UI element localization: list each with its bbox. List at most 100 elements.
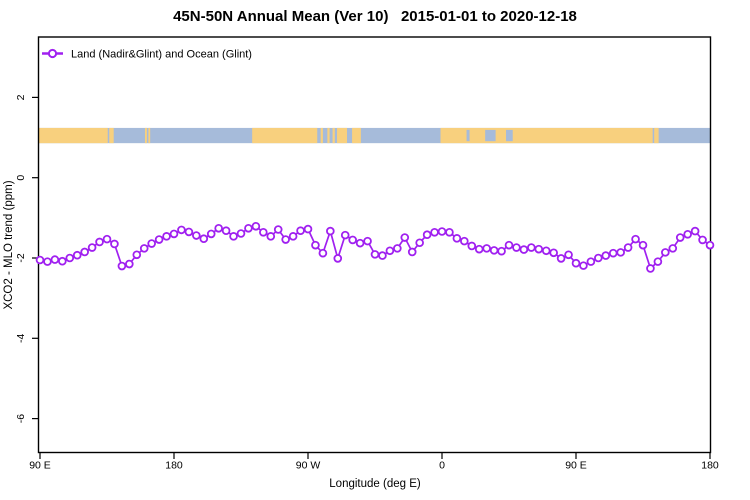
land-segment	[252, 127, 318, 144]
data-point-marker	[616, 248, 625, 257]
data-point-marker	[474, 244, 484, 254]
legend-open-circle-marker	[47, 48, 58, 59]
land-segment	[109, 127, 114, 144]
data-point-marker	[497, 246, 506, 256]
land-segment	[440, 127, 653, 144]
data-point-marker	[177, 225, 186, 235]
x-tick-label: 180	[165, 460, 183, 472]
legend-label: Land (Nadir&Glint) and Ocean (Glint)	[71, 49, 252, 61]
data-point-marker	[400, 233, 410, 242]
land-segment	[148, 127, 151, 144]
data-point-marker	[296, 226, 305, 235]
data-point-marker	[519, 245, 529, 254]
data-point-marker	[50, 255, 60, 264]
data-point-marker	[80, 247, 89, 257]
data-point-marker	[110, 239, 119, 249]
data-point-marker	[273, 225, 283, 234]
data-point-marker	[460, 236, 469, 246]
data-point-marker	[326, 226, 335, 236]
y-axis-title: XCO2 - MLO trend (ppm)	[3, 180, 15, 309]
y-tick-label: -4	[15, 333, 27, 342]
data-point-marker	[534, 244, 544, 254]
data-point-marker	[705, 240, 715, 250]
land-segment	[144, 127, 147, 144]
data-point-marker	[638, 240, 648, 250]
data-point-marker	[698, 235, 707, 245]
data-point-marker	[117, 261, 127, 271]
data-point-marker	[125, 259, 134, 269]
data-point-marker	[683, 230, 692, 239]
land-segment	[654, 127, 659, 144]
x-tick-label: 90 W	[296, 460, 321, 472]
data-point-marker	[437, 227, 447, 236]
data-point-marker	[162, 232, 171, 241]
data-point-marker	[452, 234, 462, 243]
land-segment	[352, 127, 361, 144]
data-point-marker	[579, 261, 588, 270]
data-point-marker	[259, 228, 268, 237]
data-point-marker	[303, 224, 313, 234]
x-tick-label: 90 E	[29, 460, 51, 472]
land-segment	[327, 127, 330, 144]
land-segment	[337, 127, 348, 144]
inland-sea-patch	[506, 129, 513, 142]
data-point-marker	[333, 254, 343, 263]
land-ocean-map-strip	[38, 127, 710, 144]
data-point-marker	[199, 234, 209, 244]
data-point-marker	[311, 240, 320, 250]
data-point-marker	[467, 241, 477, 251]
y-tick-label: 2	[15, 94, 27, 100]
data-point-marker	[422, 230, 432, 240]
data-point-marker	[608, 248, 618, 258]
data-point-marker	[631, 234, 640, 244]
x-tick-label: 0	[439, 460, 445, 472]
y-tick-label: -6	[15, 414, 27, 423]
data-point-marker	[340, 230, 350, 240]
land-segment	[320, 127, 323, 144]
x-axis-title: Longitude (deg E)	[329, 478, 421, 490]
data-point-marker	[95, 237, 104, 247]
data-series-land-ocean	[35, 221, 715, 273]
data-point-marker	[206, 229, 216, 239]
data-point-marker	[675, 233, 685, 242]
data-point-marker	[318, 248, 328, 258]
data-point-marker	[407, 247, 417, 257]
data-point-marker	[35, 255, 45, 265]
data-point-marker	[385, 246, 395, 256]
x-tick-label: 90 E	[565, 460, 587, 472]
data-point-marker	[43, 257, 52, 266]
data-point-marker	[504, 240, 514, 250]
data-point-marker	[415, 238, 424, 248]
data-point-marker	[147, 239, 156, 248]
data-point-marker	[601, 251, 611, 260]
data-point-marker	[482, 244, 491, 253]
data-point-marker	[586, 257, 596, 266]
data-point-marker	[661, 248, 670, 257]
data-point-marker	[527, 243, 536, 252]
y-tick-label: 0	[15, 175, 27, 181]
data-point-marker	[281, 235, 290, 244]
data-point-marker	[102, 234, 112, 244]
data-point-marker	[549, 248, 558, 258]
data-point-marker	[87, 243, 97, 252]
data-point-marker	[653, 257, 663, 266]
chart-title: 45N-50N Annual Mean (Ver 10) 2015-01-01 …	[173, 8, 577, 25]
data-point-marker	[690, 226, 700, 236]
data-point-marker	[430, 228, 439, 237]
data-point-marker	[363, 236, 372, 246]
data-point-marker	[192, 231, 201, 240]
data-point-marker	[229, 232, 238, 241]
y-tick-label: -2	[15, 253, 27, 262]
data-point-marker	[370, 250, 380, 259]
data-point-marker	[646, 264, 655, 273]
data-point-marker	[556, 254, 566, 263]
data-point-marker	[623, 243, 633, 252]
data-point-marker	[221, 226, 231, 235]
data-point-marker	[668, 244, 678, 253]
data-point-marker	[244, 223, 253, 233]
data-point-marker	[65, 253, 75, 263]
legend: Land (Nadir&Glint) and Ocean (Glint)	[42, 49, 252, 61]
data-point-marker	[445, 228, 454, 237]
